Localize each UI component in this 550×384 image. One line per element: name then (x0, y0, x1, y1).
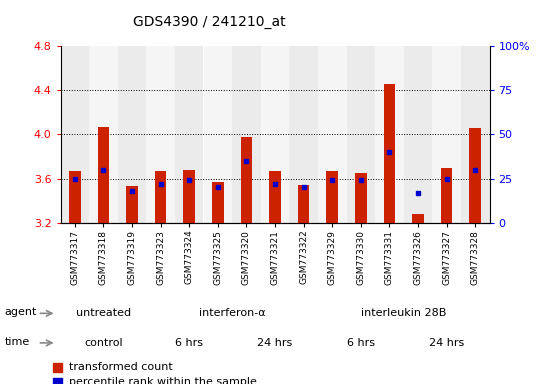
Bar (89, 46, 118, 223)
Bar (461, 46, 490, 223)
Text: transformed count: transformed count (69, 362, 173, 372)
Text: interferon-α: interferon-α (199, 308, 266, 318)
Bar (175, 46, 204, 223)
Text: 24 hrs: 24 hrs (257, 338, 293, 348)
Bar (53, 378, 62, 384)
Bar (384, 84, 395, 223)
Bar (412, 214, 424, 223)
Bar (404, 46, 432, 223)
Bar (118, 46, 146, 223)
Bar (289, 46, 318, 223)
Bar (470, 128, 481, 223)
Bar (232, 46, 261, 223)
Text: GDS4390 / 241210_at: GDS4390 / 241210_at (133, 15, 285, 29)
Text: control: control (84, 338, 123, 348)
Bar (318, 46, 346, 223)
Text: interleukin 28B: interleukin 28B (361, 308, 447, 318)
Bar (126, 186, 138, 223)
Bar (53, 363, 62, 372)
Bar (155, 171, 166, 223)
Bar (98, 127, 109, 223)
Bar (270, 171, 280, 223)
Bar (327, 171, 338, 223)
Bar (204, 46, 232, 223)
Text: time: time (4, 336, 30, 346)
Bar (241, 137, 252, 223)
Bar (184, 170, 195, 223)
Text: 24 hrs: 24 hrs (429, 338, 464, 348)
Bar (298, 185, 309, 223)
Text: 6 hrs: 6 hrs (347, 338, 375, 348)
Bar (146, 46, 175, 223)
Text: 6 hrs: 6 hrs (175, 338, 203, 348)
Text: untreated: untreated (76, 308, 131, 318)
Bar (432, 46, 461, 223)
Bar (375, 46, 404, 223)
Bar (60, 46, 89, 223)
Bar (69, 171, 80, 223)
Bar (346, 46, 375, 223)
Text: percentile rank within the sample: percentile rank within the sample (69, 377, 257, 384)
Text: agent: agent (4, 307, 37, 317)
Bar (355, 173, 366, 223)
Bar (212, 182, 223, 223)
Bar (441, 167, 452, 223)
Bar (261, 46, 289, 223)
